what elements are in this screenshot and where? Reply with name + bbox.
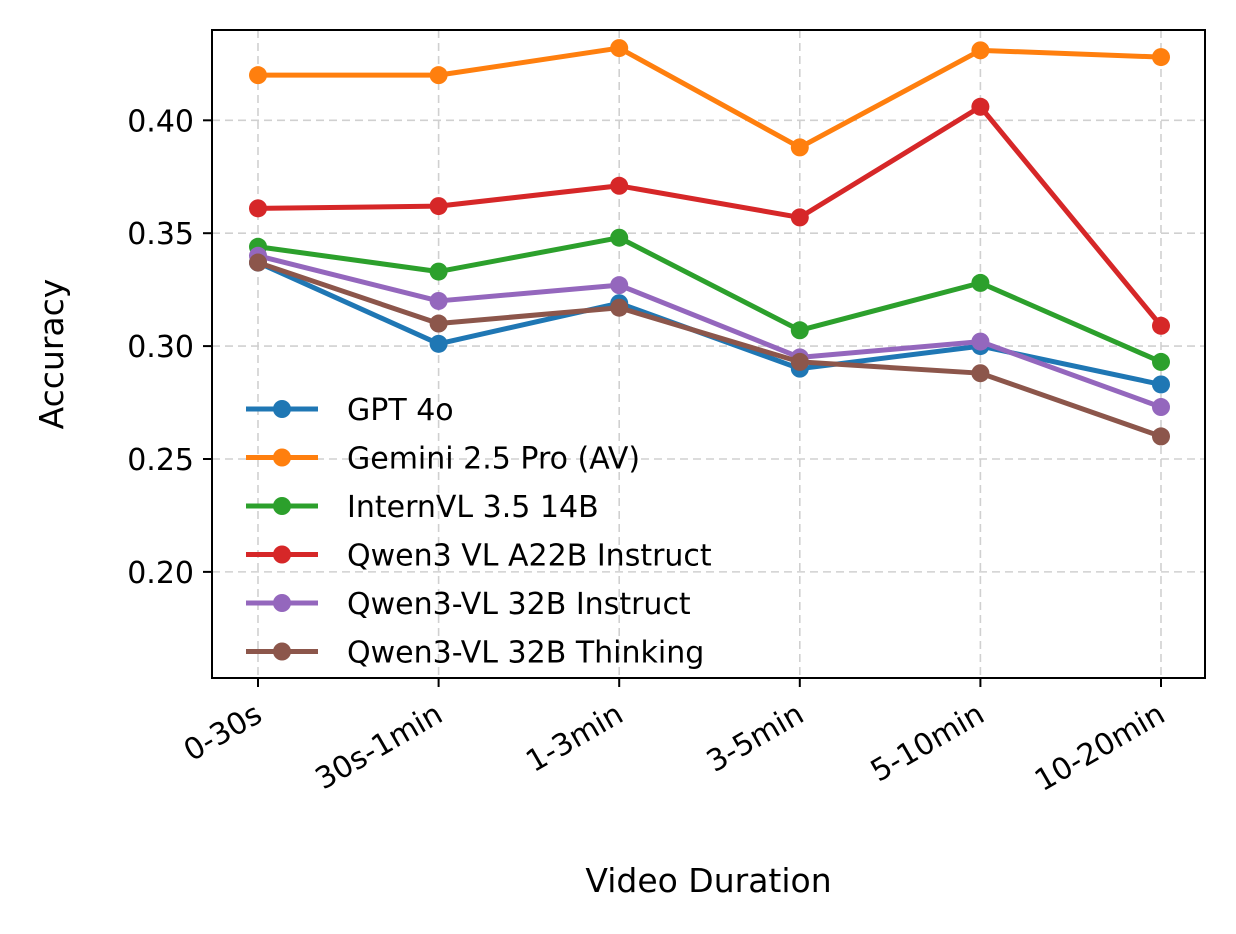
data-point — [429, 197, 448, 216]
data-point — [429, 334, 448, 353]
data-point — [1152, 352, 1170, 371]
data-point — [1152, 427, 1170, 446]
data-point — [610, 276, 629, 295]
data-point — [429, 291, 448, 310]
data-point — [610, 39, 629, 58]
legend-marker — [273, 642, 291, 661]
legend-entry: Qwen3-VL 32B Thinking — [246, 636, 704, 671]
x-tick-label: 10-20min — [1029, 697, 1171, 799]
y-tick-label: 0.30 — [127, 330, 194, 365]
data-point — [971, 273, 990, 292]
y-tick-label: 0.35 — [127, 217, 194, 252]
data-point — [971, 364, 990, 383]
legend-marker — [273, 497, 291, 515]
series — [249, 97, 1170, 335]
y-axis-title: Accuracy — [32, 279, 71, 430]
data-point — [1152, 48, 1170, 67]
series-line — [255, 45, 1164, 150]
data-point — [249, 199, 267, 218]
legend-entry: GPT 4o — [246, 393, 454, 428]
data-point — [429, 66, 448, 85]
data-point — [971, 332, 990, 351]
x-tick-label: 3-5min — [701, 697, 810, 780]
data-point — [610, 228, 629, 247]
legend-marker — [273, 448, 291, 467]
series-line — [255, 260, 1164, 439]
data-point — [249, 66, 267, 85]
legend-label: GPT 4o — [347, 393, 454, 428]
data-point — [429, 262, 448, 281]
series — [249, 253, 1170, 446]
data-point — [971, 97, 990, 116]
data-point — [790, 138, 809, 157]
series — [249, 39, 1170, 157]
x-tick-label: 30s-1min — [310, 697, 449, 797]
data-point — [610, 176, 629, 195]
legend-label: Gemini 2.5 Pro (AV) — [347, 442, 640, 477]
legend-label: InternVL 3.5 14B — [347, 490, 599, 525]
y-tick-label: 0.20 — [127, 556, 194, 591]
data-point — [1152, 375, 1170, 394]
y-tick-label: 0.25 — [127, 443, 194, 478]
series-line — [255, 104, 1164, 329]
y-tick-label: 0.40 — [127, 104, 194, 139]
series-line — [255, 253, 1164, 410]
data-point — [790, 321, 809, 340]
data-point — [249, 253, 267, 272]
x-tick-label: 1-3min — [520, 697, 629, 780]
legend-entry: Qwen3 VL A22B Instruct — [246, 539, 712, 574]
data-point — [429, 314, 448, 333]
legend-marker — [273, 594, 291, 612]
legend-label: Qwen3-VL 32B Thinking — [347, 636, 704, 671]
data-point — [790, 352, 809, 371]
data-point — [971, 41, 990, 60]
data-point — [790, 208, 809, 227]
data-point — [610, 298, 629, 317]
x-tick-label: 5-10min — [865, 697, 990, 790]
series-line — [255, 235, 1164, 365]
legend: GPT 4o Gemini 2.5 Pro (AV) InternVL 3.5 14… — [246, 393, 712, 671]
series — [249, 228, 1170, 371]
data-point — [1152, 316, 1170, 335]
legend-entry: Gemini 2.5 Pro (AV) — [246, 442, 640, 477]
legend-label: Qwen3 VL A22B Instruct — [347, 539, 712, 574]
legend-entry: InternVL 3.5 14B — [246, 490, 599, 525]
series-lines — [249, 39, 1170, 446]
legend-marker — [273, 400, 291, 418]
x-axis-title: Video Duration — [585, 861, 831, 900]
grid-lines — [212, 30, 1205, 678]
legend-label: Qwen3-VL 32B Instruct — [347, 587, 691, 622]
legend-marker — [273, 545, 291, 564]
plot-area-frame — [211, 29, 1206, 679]
x-tick-label: 0-30s — [178, 697, 268, 769]
data-point — [1152, 398, 1170, 417]
legend-entry: Qwen3-VL 32B Instruct — [246, 587, 691, 622]
